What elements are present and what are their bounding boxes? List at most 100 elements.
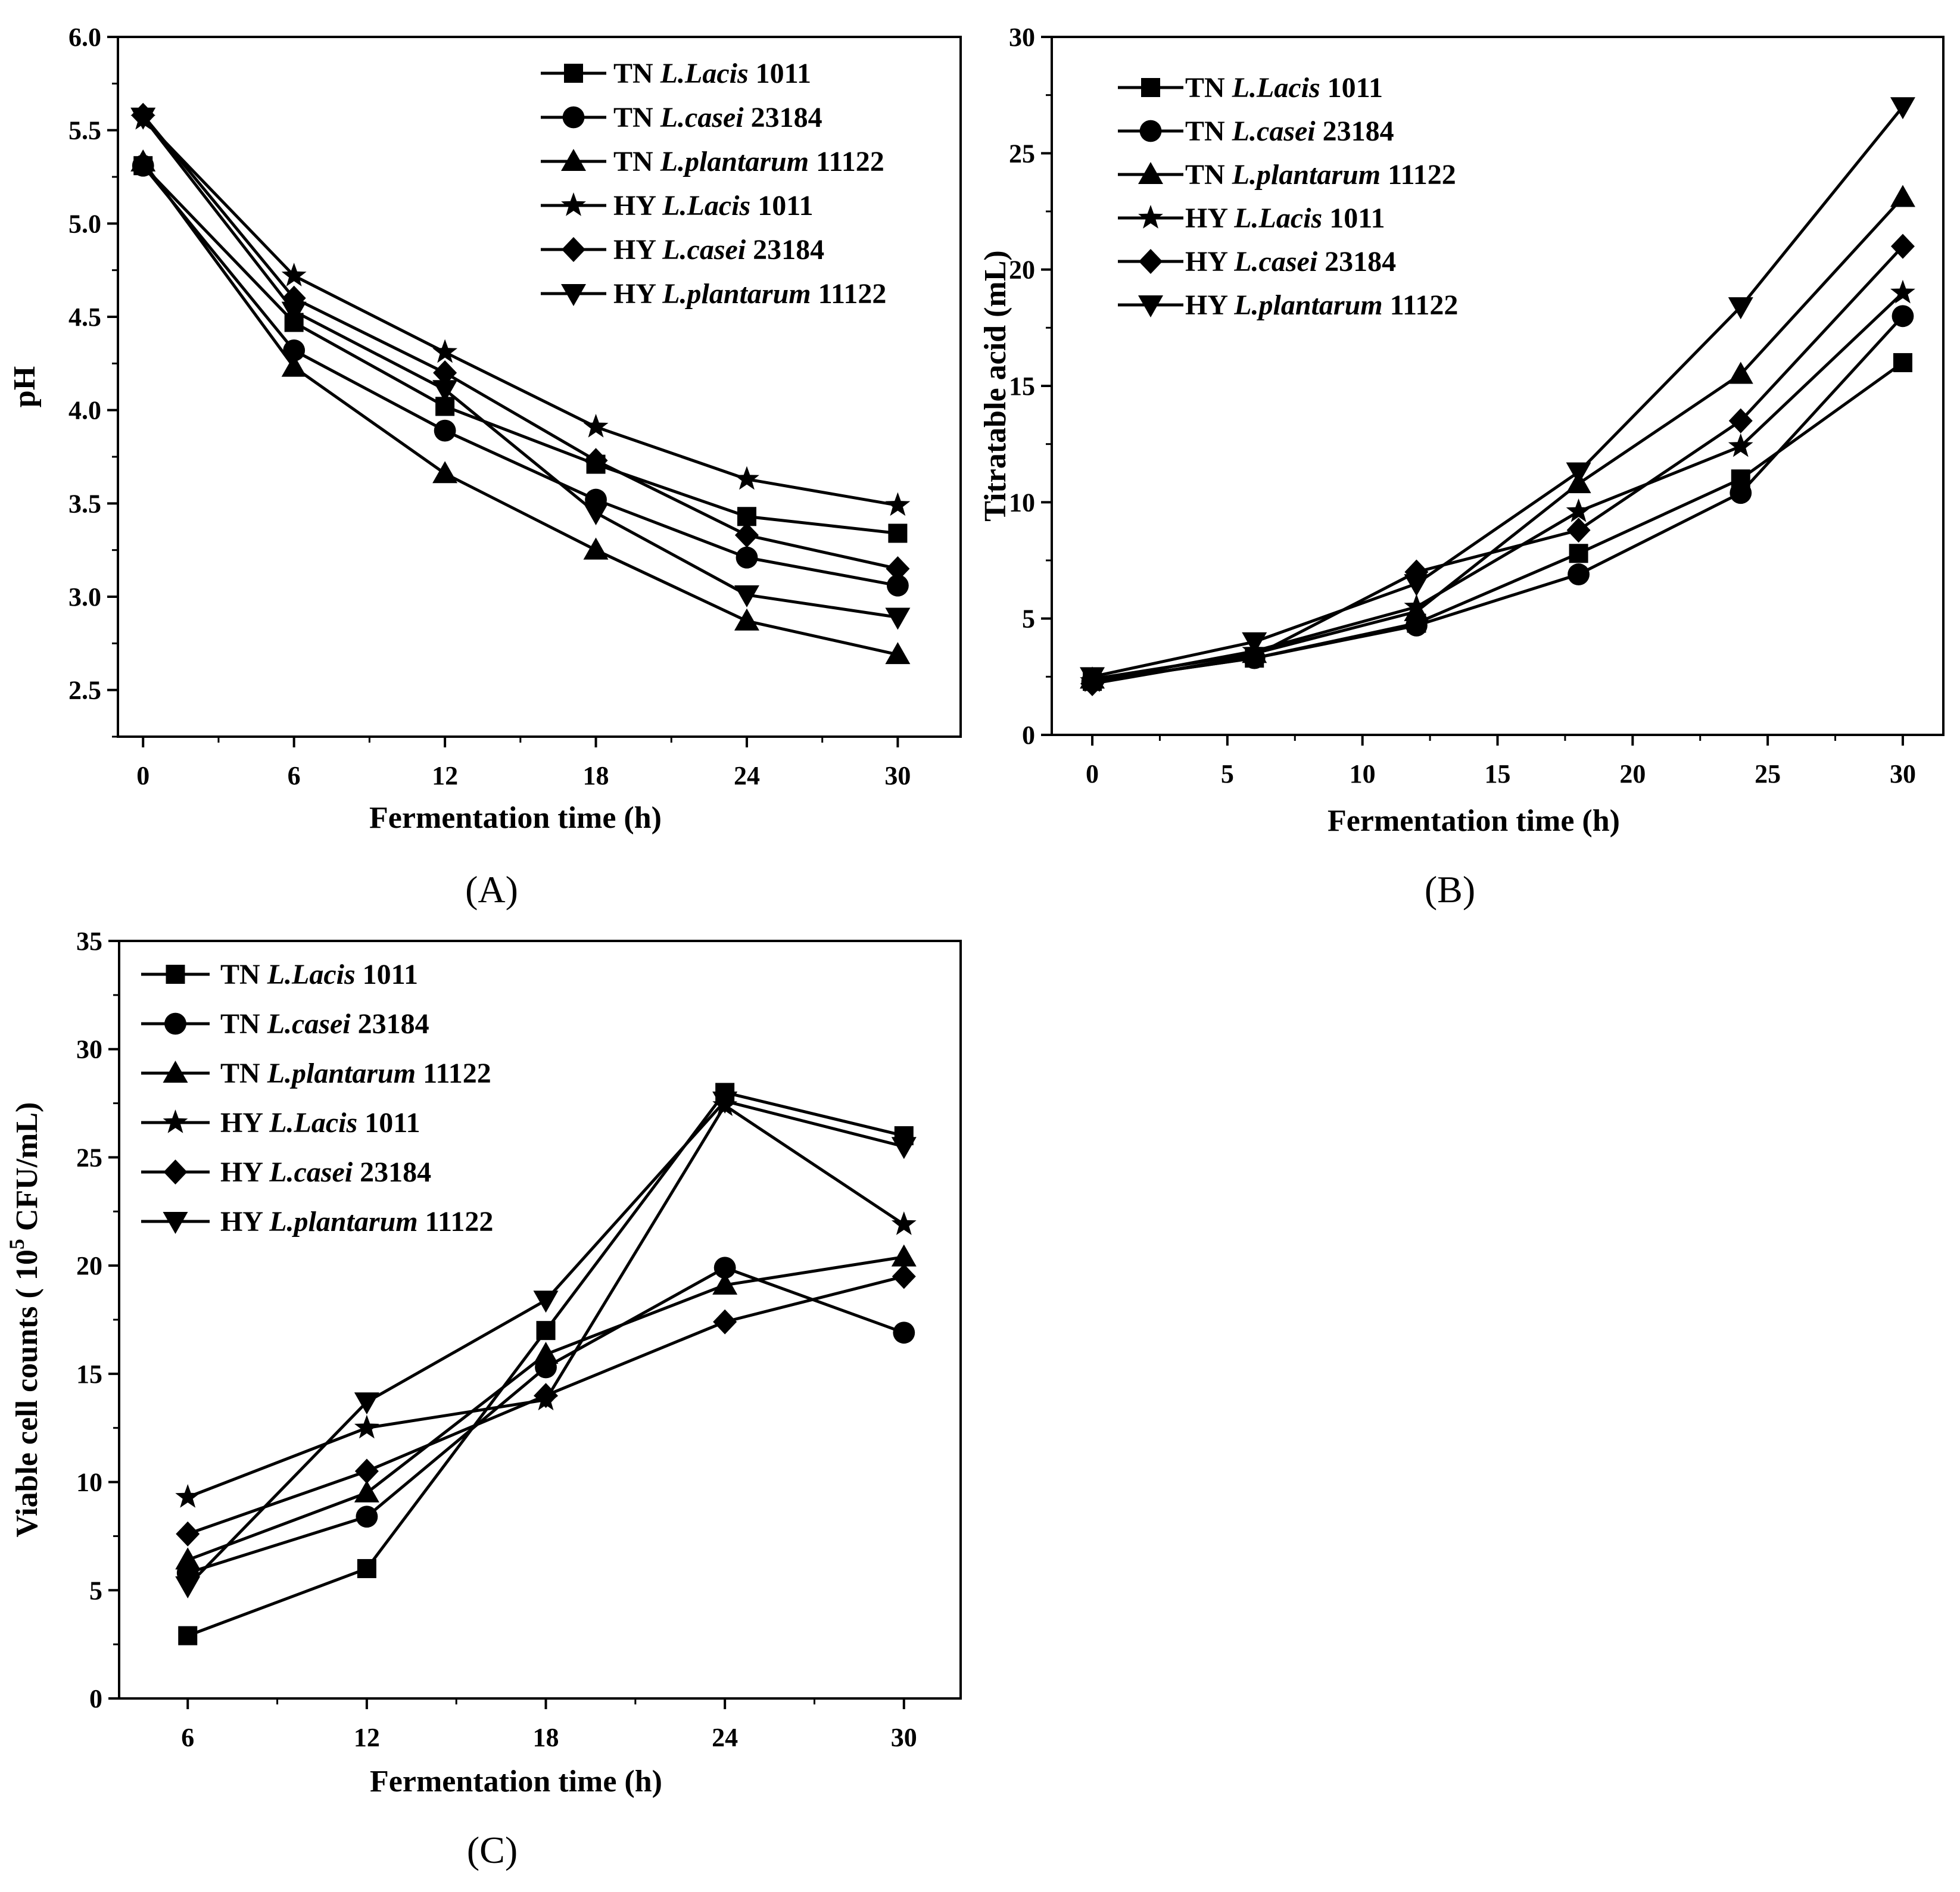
- y-axis-title: pH: [8, 366, 42, 407]
- legend-marker-circle: [1139, 120, 1162, 142]
- x-tick-label: 18: [533, 1723, 559, 1752]
- y-axis-title: Titratable acid (mL): [979, 250, 1012, 521]
- data-point-triangle-up: [583, 537, 609, 560]
- legend-item: HY L.casei 23184: [141, 1157, 431, 1188]
- panel-label: (C): [467, 1829, 518, 1871]
- legend-item: TN L.plantarum 11122: [1118, 159, 1456, 191]
- data-point-diamond: [1242, 643, 1267, 669]
- chart-panel-c: 6 12 18 24 30 0 5 10 15 20 25 30 35 Fermentation time…: [5, 927, 962, 1871]
- legend-item: HY L.Lacis 1011: [1118, 202, 1385, 234]
- legend-label: TN L.casei 23184: [613, 102, 822, 133]
- data-point-triangle-down: [1728, 297, 1753, 320]
- legend-label: HY L.Lacis 1011: [1185, 202, 1385, 234]
- data-point-square: [1893, 353, 1912, 372]
- data-point-star: [175, 1484, 201, 1508]
- data-point-star: [354, 1414, 379, 1439]
- legend-item: TN L.casei 23184: [1118, 116, 1394, 147]
- x-tick-label: 0: [136, 761, 149, 790]
- y-tick-label: 2.5: [68, 676, 101, 705]
- data-point-triangle-down: [1566, 462, 1591, 485]
- x-tick-label: 0: [1086, 759, 1099, 788]
- series-triangle-up: [175, 1244, 917, 1570]
- x-axis-title: Fermentation time (h): [370, 1765, 662, 1799]
- x-tick-label: 6: [181, 1723, 194, 1752]
- y-tick-label: 35: [76, 927, 102, 956]
- data-point-square: [178, 1626, 198, 1645]
- series-line: [142, 164, 898, 535]
- data-point-triangle-down: [1890, 97, 1915, 120]
- y-axis-title: Viable cell counts ( 105 CFU/mL): [5, 1102, 44, 1537]
- data-point-triangle-down: [583, 503, 609, 525]
- data-point-circle: [736, 546, 758, 569]
- x-tick-label: 12: [432, 761, 458, 790]
- data-point-triangle-up: [432, 461, 458, 484]
- series-line: [1092, 315, 1904, 683]
- legend: TN L.Lacis 1011 TN L.casei 23184 TN L.plan…: [541, 58, 886, 310]
- y-tick-label: 15: [76, 1360, 102, 1389]
- x-tick-label: 20: [1619, 759, 1646, 788]
- legend-marker-triangle-down: [561, 284, 586, 306]
- legend-item: HY L.plantarum 11122: [1118, 289, 1458, 321]
- data-point-star: [583, 413, 609, 438]
- data-point-star: [1728, 433, 1753, 457]
- legend-label: TN L.casei 23184: [1185, 116, 1394, 147]
- x-tick-label: 24: [712, 1723, 738, 1752]
- legend-item: TN L.plantarum 11122: [141, 1058, 491, 1089]
- legend-label: TN L.plantarum 11122: [1185, 159, 1456, 191]
- data-point-circle: [434, 419, 456, 442]
- series-diamond: [1080, 233, 1915, 697]
- y-tick-label: 3.5: [68, 489, 101, 518]
- data-point-triangle-up: [533, 1342, 559, 1364]
- legend-item: HY L.casei 23184: [541, 234, 824, 266]
- legend-label: HY L.plantarum 11122: [220, 1206, 493, 1238]
- legend-item: TN L.Lacis 1011: [141, 959, 418, 990]
- data-point-triangle-up: [1728, 361, 1753, 384]
- data-point-star: [885, 492, 911, 516]
- legend-label: HY L.Lacis 1011: [220, 1107, 420, 1139]
- legend-label: TN L.Lacis 1011: [1185, 72, 1383, 104]
- legend-item: HY L.plantarum 11122: [141, 1206, 493, 1238]
- data-point-diamond: [1728, 408, 1753, 434]
- data-point-circle: [1730, 482, 1752, 504]
- x-tick-label: 10: [1350, 759, 1376, 788]
- legend-marker-star: [561, 192, 586, 216]
- x-tick-label: 12: [354, 1723, 380, 1752]
- data-point-triangle-up: [891, 1244, 917, 1267]
- data-point-circle: [893, 1321, 915, 1344]
- legend-marker-square: [166, 965, 185, 984]
- y-tick-label: 6.0: [68, 23, 101, 52]
- data-point-star: [432, 339, 458, 363]
- x-axis-title: Fermentation time (h): [1328, 804, 1620, 838]
- legend-label: HY L.plantarum 11122: [613, 278, 886, 310]
- legend-item: HY L.casei 23184: [1118, 246, 1396, 278]
- data-point-triangle-down: [891, 1137, 917, 1159]
- x-tick-label: 30: [1890, 759, 1916, 788]
- y-tick-label: 5: [89, 1576, 102, 1605]
- data-point-triangle-down: [734, 585, 759, 607]
- data-point-diamond: [282, 285, 306, 311]
- x-tick-label: 25: [1755, 759, 1781, 788]
- series-triangle-down: [1080, 97, 1915, 690]
- data-point-square: [536, 1321, 556, 1341]
- y-tick-label: 20: [1009, 255, 1035, 285]
- legend-item: HY L.Lacis 1011: [141, 1107, 420, 1139]
- x-tick-label: 24: [734, 761, 760, 790]
- data-point-triangle-up: [712, 1272, 738, 1295]
- panel-label: (A): [465, 868, 518, 911]
- legend-marker-triangle-down: [163, 1212, 188, 1234]
- legend-item: TN L.casei 23184: [541, 102, 822, 133]
- legend-item: TN L.Lacis 1011: [1118, 72, 1383, 104]
- legend-marker-square: [564, 64, 583, 83]
- chart-panel-a: 0 6 12 18 24 30 2.5 3.0 3.5 4.0 4.5 5.0 5.5 6.0 Fermen…: [8, 23, 962, 911]
- data-point-triangle-down: [281, 301, 307, 324]
- legend-marker-triangle-up: [561, 149, 586, 171]
- legend-item: TN L.casei 23184: [141, 1008, 429, 1040]
- series-line: [142, 118, 898, 507]
- data-point-triangle-up: [175, 1547, 201, 1570]
- data-point-triangle-down: [1404, 574, 1429, 597]
- legend-marker-star: [1138, 205, 1163, 229]
- y-tick-label: 30: [1009, 23, 1035, 52]
- x-tick-label: 30: [891, 1723, 917, 1752]
- data-point-square: [357, 1559, 376, 1578]
